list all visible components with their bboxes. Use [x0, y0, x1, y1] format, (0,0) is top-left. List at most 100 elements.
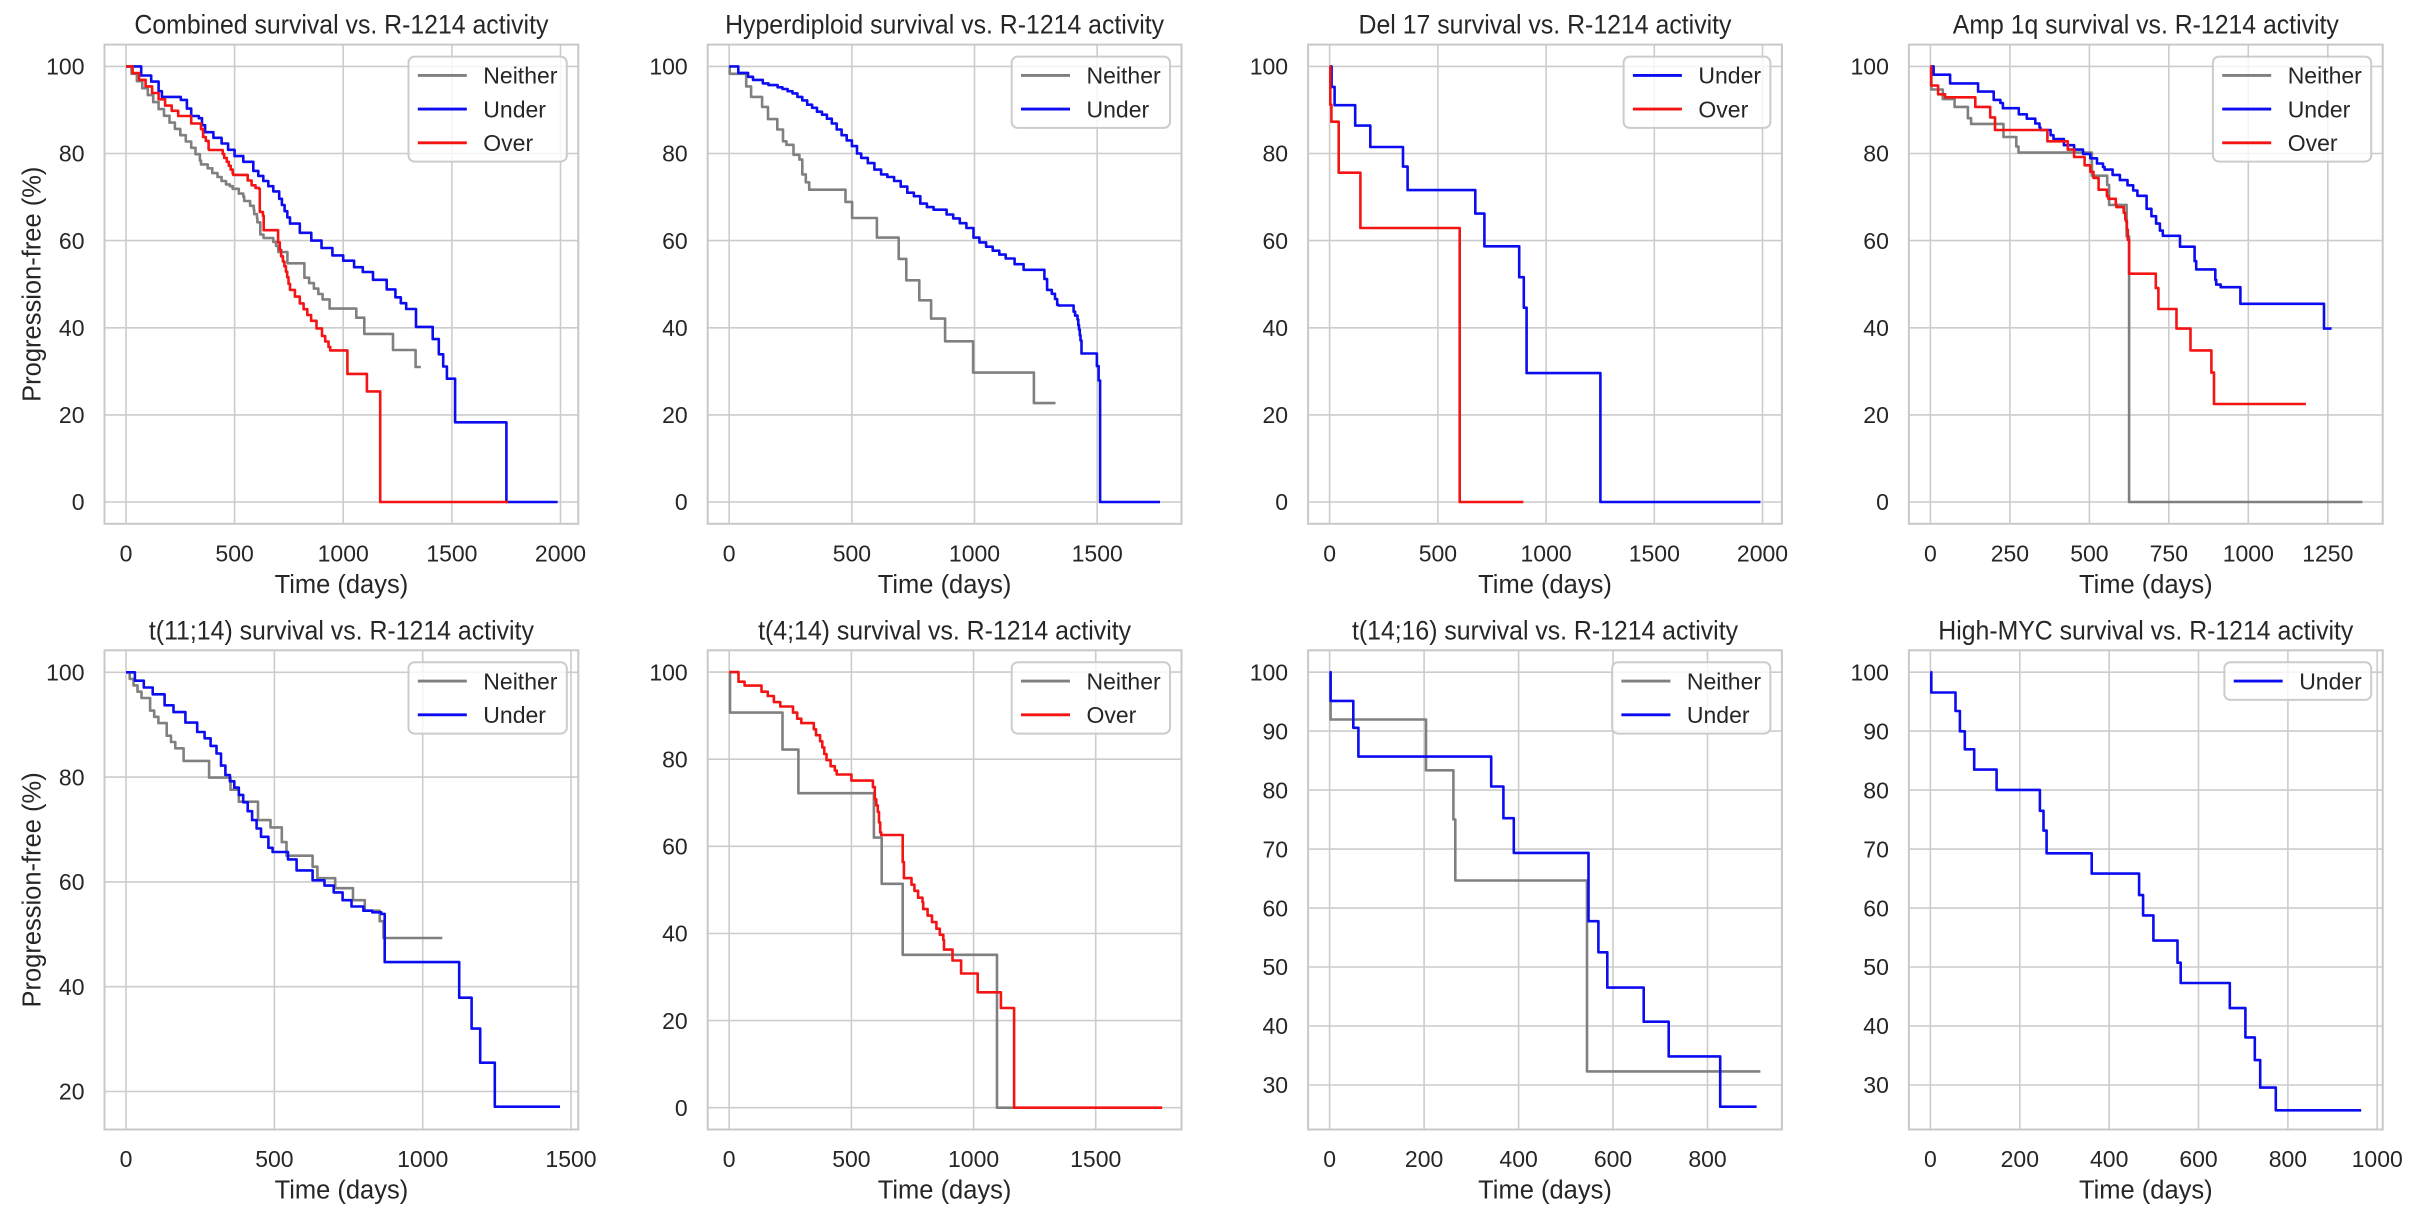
svg-text:1000: 1000: [2223, 540, 2274, 566]
svg-text:400: 400: [2090, 1146, 2128, 1172]
svg-text:1500: 1500: [1070, 1146, 1121, 1172]
svg-text:Over: Over: [1698, 96, 1748, 122]
svg-text:1500: 1500: [1072, 540, 1123, 566]
svg-text:40: 40: [1263, 315, 1289, 341]
svg-text:Time (days): Time (days): [878, 571, 1012, 599]
svg-text:20: 20: [662, 402, 688, 428]
svg-text:Neither: Neither: [2288, 63, 2362, 89]
svg-text:20: 20: [1863, 402, 1889, 428]
svg-text:90: 90: [1263, 718, 1289, 744]
svg-text:750: 750: [2150, 540, 2188, 566]
svg-text:250: 250: [1991, 540, 2029, 566]
svg-text:100: 100: [649, 54, 687, 80]
svg-text:500: 500: [833, 540, 871, 566]
svg-text:80: 80: [662, 746, 688, 772]
svg-text:500: 500: [2070, 540, 2108, 566]
svg-text:1000: 1000: [318, 540, 369, 566]
svg-text:20: 20: [662, 1008, 688, 1034]
svg-text:0: 0: [1876, 489, 1889, 515]
svg-text:60: 60: [59, 228, 85, 254]
svg-text:200: 200: [2001, 1146, 2039, 1172]
svg-text:0: 0: [120, 1146, 133, 1172]
svg-text:0: 0: [1924, 540, 1937, 566]
svg-text:0: 0: [675, 489, 688, 515]
svg-text:80: 80: [1863, 141, 1889, 167]
svg-text:20: 20: [1263, 402, 1289, 428]
svg-text:50: 50: [1863, 954, 1889, 980]
svg-text:0: 0: [120, 540, 133, 566]
svg-text:40: 40: [1863, 1013, 1889, 1039]
svg-text:Under: Under: [1087, 96, 1150, 122]
svg-text:80: 80: [662, 141, 688, 167]
svg-text:t(14;16) survival vs. R-1214 a: t(14;16) survival vs. R-1214 activity: [1352, 615, 1738, 645]
svg-text:1250: 1250: [2302, 540, 2353, 566]
svg-text:Neither: Neither: [1087, 63, 1161, 89]
svg-text:Neither: Neither: [1687, 668, 1761, 694]
svg-text:1000: 1000: [1521, 540, 1572, 566]
svg-text:40: 40: [1863, 315, 1889, 341]
svg-text:Neither: Neither: [483, 668, 557, 694]
svg-text:60: 60: [1263, 895, 1289, 921]
svg-text:Combined survival vs. R-1214 a: Combined survival vs. R-1214 activity: [134, 10, 548, 40]
svg-text:1500: 1500: [545, 1146, 596, 1172]
svg-text:0: 0: [1275, 489, 1288, 515]
svg-text:Under: Under: [1687, 702, 1750, 728]
svg-text:0: 0: [723, 540, 736, 566]
svg-text:Neither: Neither: [483, 63, 557, 89]
svg-text:600: 600: [1594, 1146, 1632, 1172]
svg-text:50: 50: [1263, 954, 1289, 980]
svg-text:Over: Over: [2288, 130, 2338, 156]
svg-text:80: 80: [59, 764, 85, 790]
svg-text:60: 60: [1863, 895, 1889, 921]
svg-text:40: 40: [1263, 1013, 1289, 1039]
svg-text:0: 0: [675, 1095, 688, 1121]
svg-text:Under: Under: [2288, 96, 2351, 122]
svg-text:60: 60: [1263, 228, 1289, 254]
svg-text:Hyperdiploid survival vs. R-12: Hyperdiploid survival vs. R-1214 activit…: [725, 10, 1164, 40]
svg-text:20: 20: [59, 402, 85, 428]
svg-text:Time (days): Time (days): [1478, 571, 1612, 599]
svg-text:100: 100: [46, 54, 84, 80]
svg-text:100: 100: [1250, 54, 1288, 80]
svg-text:80: 80: [1863, 777, 1889, 803]
svg-text:100: 100: [1250, 659, 1288, 685]
svg-text:40: 40: [662, 921, 688, 947]
svg-text:80: 80: [1263, 141, 1289, 167]
svg-text:60: 60: [662, 834, 688, 860]
svg-text:Under: Under: [483, 96, 546, 122]
svg-text:1500: 1500: [426, 540, 477, 566]
svg-text:Over: Over: [1087, 702, 1137, 728]
svg-text:600: 600: [2179, 1146, 2217, 1172]
svg-text:500: 500: [832, 1146, 870, 1172]
svg-text:Under: Under: [1698, 63, 1761, 89]
svg-text:High-MYC survival vs. R-1214 a: High-MYC survival vs. R-1214 activity: [1938, 615, 2353, 645]
svg-text:1500: 1500: [1629, 540, 1680, 566]
svg-text:40: 40: [662, 315, 688, 341]
svg-text:Time (days): Time (days): [1478, 1177, 1612, 1205]
svg-text:100: 100: [649, 659, 687, 685]
svg-text:60: 60: [1863, 228, 1889, 254]
svg-text:Amp 1q survival vs. R-1214 act: Amp 1q survival vs. R-1214 activity: [1953, 10, 2339, 40]
svg-text:Progression-free (%): Progression-free (%): [19, 772, 47, 1007]
svg-text:Time (days): Time (days): [2079, 571, 2213, 599]
svg-text:60: 60: [59, 869, 85, 895]
svg-text:Time (days): Time (days): [275, 571, 409, 599]
svg-text:0: 0: [1323, 1146, 1336, 1172]
svg-text:1000: 1000: [397, 1146, 448, 1172]
svg-text:30: 30: [1263, 1072, 1289, 1098]
svg-text:Under: Under: [483, 702, 546, 728]
svg-text:2000: 2000: [1737, 540, 1788, 566]
svg-text:1000: 1000: [948, 1146, 999, 1172]
svg-text:40: 40: [59, 974, 85, 1000]
svg-text:20: 20: [59, 1079, 85, 1105]
svg-text:1000: 1000: [2352, 1146, 2403, 1172]
svg-text:800: 800: [2269, 1146, 2307, 1172]
svg-text:100: 100: [1851, 54, 1889, 80]
svg-text:Under: Under: [2299, 668, 2362, 694]
svg-text:0: 0: [1924, 1146, 1937, 1172]
svg-text:0: 0: [1323, 540, 1336, 566]
svg-text:40: 40: [59, 315, 85, 341]
svg-text:0: 0: [72, 489, 85, 515]
svg-text:t(11;14) survival vs. R-1214 a: t(11;14) survival vs. R-1214 activity: [149, 615, 534, 645]
svg-text:Time (days): Time (days): [878, 1177, 1012, 1205]
